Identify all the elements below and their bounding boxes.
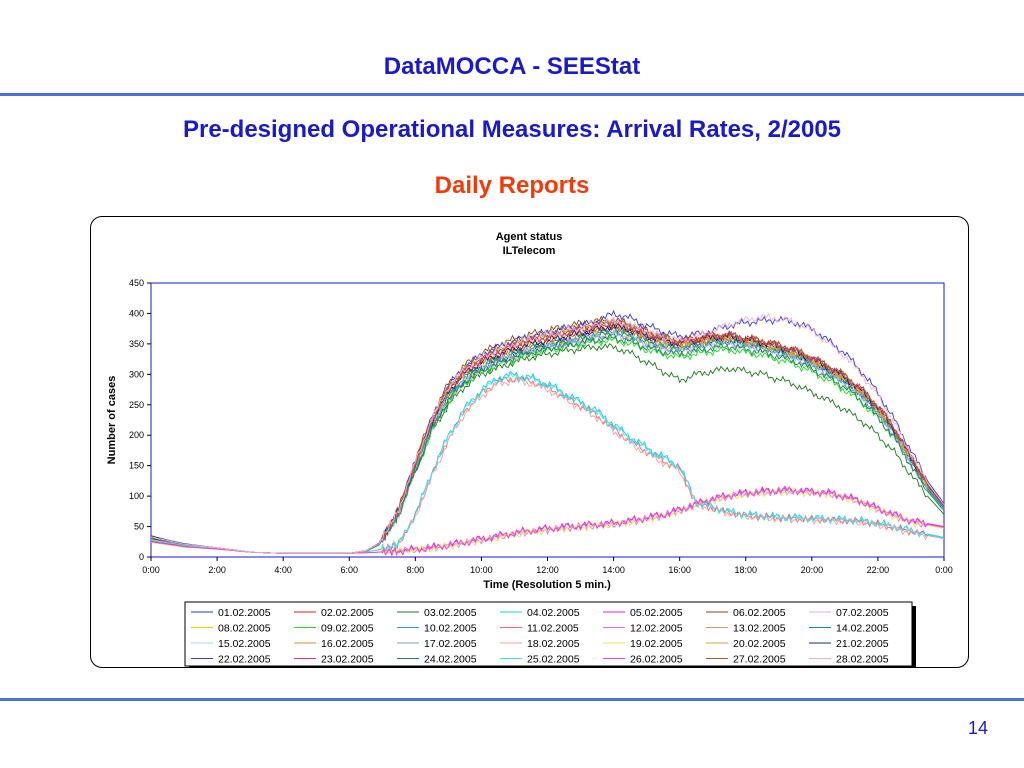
legend-entry: 13.02.2005 [733,623,786,635]
x-axis-label: Time (Resolution 5 min.) [483,579,611,591]
legend-entry: 04.02.2005 [527,607,580,619]
page-number: 14 [967,718,988,738]
top-divider [0,93,1024,96]
y-axis-label: Number of cases [106,376,118,465]
legend-entry: 01.02.2005 [218,607,271,619]
y-tick-label: 300 [129,369,144,379]
section-heading: Daily Reports [434,172,590,199]
series-lines [150,309,945,557]
x-tick-label: 6:00 [340,565,358,575]
legend-entry: 24.02.2005 [424,654,477,666]
y-tick-label: 150 [129,461,144,471]
legend-entry: 02.02.2005 [321,607,374,619]
y-tick-label: 350 [129,339,144,349]
chart-frame: Agent status ILTelecom 0 50 100 150 200 250 30… [90,216,969,670]
arrival-rate-chart: Agent status ILTelecom 0 50 100 150 200 250 30… [106,231,953,670]
legend-entry: 18.02.2005 [527,638,580,650]
legend-entry: 14.02.2005 [836,623,889,635]
y-tick-label: 400 [129,308,144,318]
y-tick-label: 450 [129,278,144,288]
y-tick-label: 200 [129,430,144,440]
series-line [150,312,945,554]
legend-entry: 25.02.2005 [527,654,580,666]
legend-entry: 22.02.2005 [218,654,271,666]
chart-title: Agent status [496,231,563,243]
legend-entry: 11.02.2005 [527,623,579,635]
y-tick-label: 100 [129,491,144,501]
legend-entry: 28.02.2005 [836,654,889,666]
legend-entry: 21.02.2005 [836,638,889,650]
legend-entry: 19.02.2005 [630,638,683,650]
chart-subtitle: ILTelecom [503,245,556,257]
x-tick-label: 12:00 [536,565,559,575]
legend-entry: 17.02.2005 [424,638,477,650]
y-tick-label: 50 [134,522,144,532]
x-tick-label: 8:00 [407,565,425,575]
x-tick-label: 2:00 [208,565,226,575]
bottom-divider [0,698,1024,701]
legend-box [184,601,913,667]
x-axis-ticks: 0:00 2:00 4:00 6:00 8:00 10:00 12:00 14:00 16:00… [142,557,953,575]
legend-entry: 20.02.2005 [733,638,786,650]
y-axis-ticks: 0 50 100 150 200 250 300 350 400 450 [129,278,151,562]
x-tick-label: 10:00 [470,565,493,575]
x-tick-label: 18:00 [734,565,757,575]
slide-subtitle: Pre-designed Operational Measures: Arriv… [182,116,842,143]
plot-area [150,282,945,558]
legend-entry: 26.02.2005 [630,654,683,666]
x-tick-label: 16:00 [668,565,691,575]
legend-entry: 15.02.2005 [218,638,271,650]
y-tick-label: 0 [139,552,144,562]
legend-entry: 12.02.2005 [630,623,683,635]
x-tick-label: 20:00 [801,565,824,575]
legend-entry: 06.02.2005 [733,607,786,619]
legend: 01.02.2005 02.02.2005 03.02.2005 04.02.2005… [191,607,889,666]
series-line [150,485,945,557]
legend-entry: 07.02.2005 [836,607,889,619]
x-tick-label: 22:00 [867,565,890,575]
x-tick-label: 0:00 [935,565,953,575]
legend-entry: 16.02.2005 [321,638,374,650]
x-tick-label: 14:00 [602,565,625,575]
legend-entry: 08.02.2005 [218,623,271,635]
x-tick-label: 4:00 [274,565,292,575]
y-tick-label: 250 [129,400,144,410]
legend-entry: 05.02.2005 [630,607,683,619]
slide-title: DataMOCCA - SEEStat [383,53,641,80]
legend-entry: 27.02.2005 [733,654,786,666]
x-tick-label: 0:00 [142,565,160,575]
legend-entry: 09.02.2005 [321,623,374,635]
legend-entry: 23.02.2005 [321,654,374,666]
legend-entry: 10.02.2005 [424,623,477,635]
legend-entry: 03.02.2005 [424,607,477,619]
